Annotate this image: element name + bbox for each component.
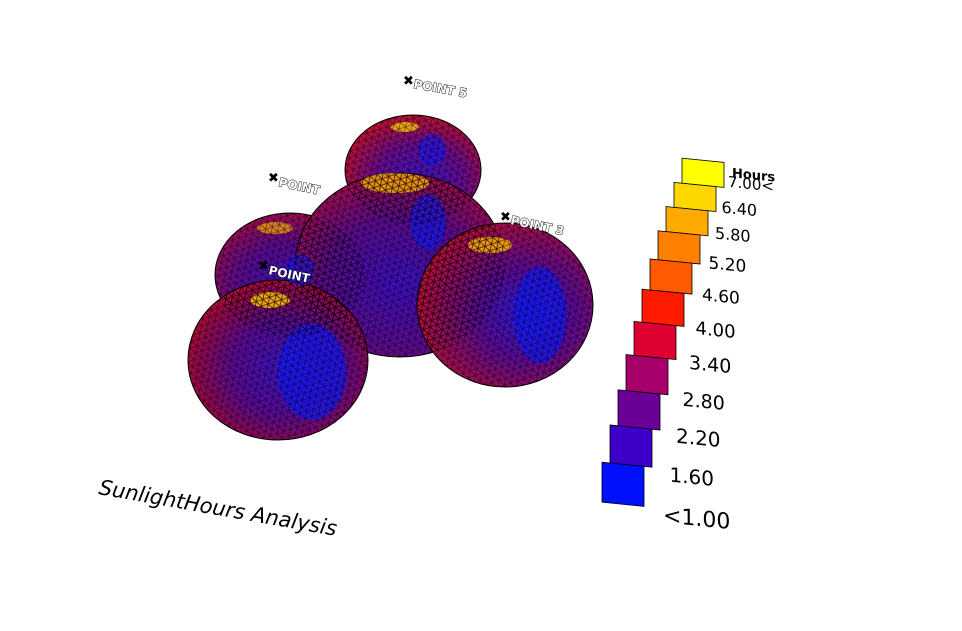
- legend-label: 1.60: [670, 462, 714, 490]
- point-1-marker[interactable]: ✖ POINT: [268, 171, 322, 198]
- legend-label: 6.40: [721, 198, 757, 221]
- cross-icon: ✖: [268, 171, 279, 186]
- legend-swatch: [649, 258, 693, 295]
- cross-icon: ✖: [403, 74, 414, 89]
- legend-swatches: [601, 157, 725, 507]
- legend-labels: 7.00<6.40 5.80 5.20 4.60 4.00 3.40 2.80 2.20 1.6…: [663, 173, 774, 535]
- legend-swatch: [657, 230, 701, 265]
- legend-label: 2.20: [676, 424, 720, 452]
- legend-swatch: [641, 288, 685, 327]
- legend-swatch: [633, 320, 677, 361]
- legend-label: 2.80: [683, 389, 725, 415]
- mesh-overlay: [417, 223, 593, 387]
- point-label: POINT: [277, 175, 321, 198]
- legend-label: 4.00: [696, 318, 736, 343]
- legend-label: 4.60: [702, 285, 740, 309]
- legend: 7.00<6.40 5.80 5.20 4.60 4.00 3.40 2.80 2.20 1.6…: [601, 157, 775, 535]
- legend-label: 5.80: [715, 224, 751, 247]
- analysis-title: SunlightHours Analysis: [97, 475, 339, 541]
- cross-icon: ✖: [500, 210, 511, 225]
- legend-swatch: [617, 389, 661, 431]
- point-5-marker[interactable]: ✖ POINT 5: [403, 74, 469, 101]
- legend-label: 7.00<: [728, 173, 774, 196]
- legend-label: 5.20: [708, 253, 746, 277]
- mesh-overlay: [188, 280, 368, 440]
- cross-icon: ✖: [258, 259, 269, 274]
- legend-label: <1.00: [663, 503, 730, 535]
- surface-mesh: [187, 114, 594, 441]
- legend-swatch: [673, 181, 717, 213]
- legend-swatch: [665, 206, 709, 237]
- legend-label: 3.40: [689, 352, 731, 378]
- point-label: POINT 5: [412, 77, 468, 100]
- legend-swatch: [625, 354, 669, 396]
- legend-swatch: [609, 424, 653, 468]
- legend-unit: Hours: [732, 166, 775, 185]
- legend-swatch: [601, 461, 645, 507]
- legend-swatch: [681, 157, 725, 188]
